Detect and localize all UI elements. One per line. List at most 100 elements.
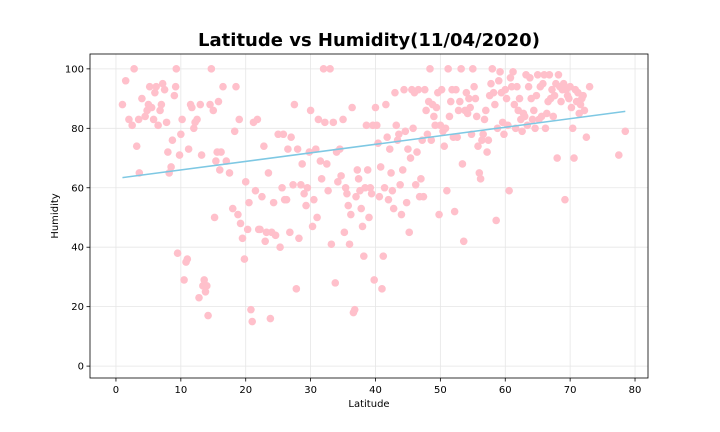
data-point bbox=[528, 115, 537, 124]
data-point bbox=[190, 124, 198, 133]
data-point bbox=[404, 145, 412, 153]
data-point bbox=[256, 225, 264, 234]
data-point bbox=[279, 130, 288, 139]
data-point bbox=[504, 121, 512, 130]
data-point bbox=[515, 94, 524, 103]
data-point bbox=[167, 163, 175, 171]
data-point bbox=[282, 195, 291, 204]
data-point bbox=[251, 186, 260, 195]
data-point bbox=[201, 287, 210, 296]
data-point bbox=[321, 118, 329, 127]
data-point bbox=[526, 73, 534, 82]
data-point bbox=[357, 204, 366, 213]
x-tick-label: 80 bbox=[629, 385, 642, 396]
data-point bbox=[258, 192, 266, 201]
axes-layer: 0 10 20 30 40 50 60 70 80 0 20 40 60 80 100 bbox=[65, 53, 649, 396]
data-point bbox=[568, 124, 577, 133]
x-tick-label: 20 bbox=[239, 385, 252, 396]
data-point bbox=[225, 169, 234, 177]
data-point bbox=[195, 293, 203, 302]
data-point bbox=[230, 127, 239, 136]
data-point bbox=[271, 231, 280, 240]
data-point bbox=[363, 166, 372, 174]
data-point bbox=[545, 71, 554, 79]
data-point bbox=[476, 175, 485, 183]
data-point bbox=[478, 136, 486, 145]
data-point bbox=[496, 68, 504, 76]
data-point bbox=[302, 201, 310, 210]
data-point bbox=[362, 121, 371, 130]
data-point bbox=[132, 142, 141, 150]
data-point bbox=[374, 139, 382, 147]
data-point bbox=[300, 189, 308, 198]
data-point bbox=[445, 112, 454, 121]
data-point bbox=[435, 210, 443, 219]
data-point bbox=[388, 186, 397, 195]
data-point bbox=[395, 130, 403, 139]
data-point bbox=[444, 65, 452, 73]
data-point bbox=[501, 85, 510, 94]
data-point bbox=[326, 65, 334, 73]
data-point bbox=[492, 216, 500, 225]
data-point bbox=[339, 115, 347, 124]
data-point bbox=[323, 160, 331, 168]
data-point bbox=[348, 103, 356, 112]
data-point bbox=[419, 192, 428, 201]
data-point bbox=[308, 222, 317, 231]
x-axis-label: Latitude bbox=[348, 399, 389, 410]
y-axis-label: Humidity bbox=[50, 193, 61, 238]
data-point bbox=[178, 115, 186, 124]
data-point bbox=[570, 154, 578, 162]
points-layer bbox=[118, 65, 630, 326]
data-point bbox=[443, 186, 451, 195]
data-point bbox=[196, 100, 205, 109]
data-point bbox=[154, 121, 162, 130]
data-point bbox=[152, 82, 160, 91]
data-point bbox=[375, 192, 384, 201]
data-point bbox=[204, 311, 212, 320]
data-point bbox=[430, 112, 438, 121]
data-point bbox=[303, 183, 312, 192]
data-point bbox=[138, 94, 146, 103]
data-point bbox=[520, 112, 529, 121]
data-point bbox=[422, 106, 430, 115]
data-point bbox=[474, 142, 482, 150]
data-point bbox=[334, 178, 342, 186]
data-point bbox=[494, 76, 503, 85]
data-point bbox=[414, 85, 423, 94]
data-point bbox=[276, 243, 284, 252]
data-point bbox=[160, 85, 169, 94]
x-tick-label: 60 bbox=[499, 385, 512, 396]
data-point bbox=[413, 148, 421, 156]
data-point bbox=[202, 282, 211, 290]
data-point bbox=[518, 127, 526, 136]
data-point bbox=[470, 82, 478, 91]
data-point bbox=[345, 240, 354, 249]
data-point bbox=[387, 169, 395, 177]
data-point bbox=[128, 121, 136, 130]
data-point bbox=[232, 82, 240, 91]
plot-frame bbox=[89, 53, 649, 379]
data-point bbox=[580, 106, 589, 115]
data-point bbox=[222, 157, 231, 165]
data-point bbox=[331, 279, 340, 287]
data-point bbox=[175, 151, 184, 159]
data-point bbox=[423, 130, 432, 139]
data-point bbox=[565, 94, 573, 103]
data-point bbox=[297, 180, 305, 189]
data-point bbox=[472, 112, 481, 121]
data-point bbox=[314, 115, 323, 124]
data-point bbox=[209, 106, 218, 115]
data-point bbox=[269, 198, 278, 207]
data-point bbox=[236, 219, 245, 228]
data-point bbox=[401, 127, 410, 136]
data-point bbox=[548, 85, 556, 94]
data-point bbox=[354, 175, 363, 183]
data-point bbox=[456, 97, 464, 106]
data-point bbox=[212, 157, 220, 165]
data-point bbox=[292, 285, 301, 293]
data-point bbox=[382, 100, 390, 109]
data-point bbox=[561, 195, 569, 204]
data-point bbox=[371, 103, 380, 112]
